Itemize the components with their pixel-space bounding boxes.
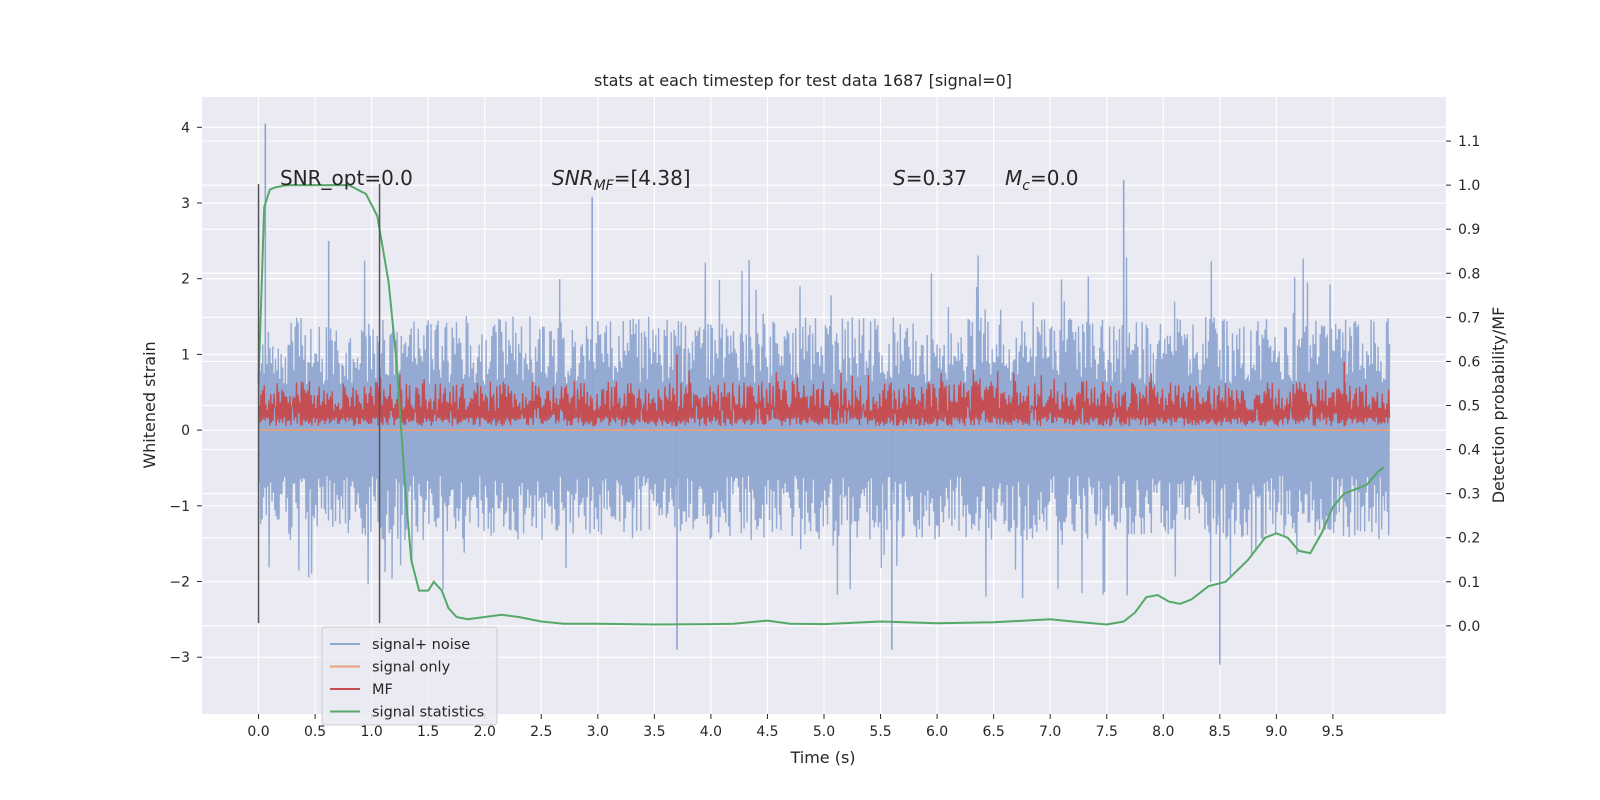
y-tick-label: −3: [169, 650, 190, 666]
y-tick-label-right: 0.1: [1458, 575, 1480, 591]
y-tick-label: −2: [169, 575, 190, 591]
x-tick-label: 1.0: [361, 724, 383, 740]
annotation-mc-rest: =0.0: [1030, 166, 1079, 190]
x-tick-label: 5.5: [869, 724, 891, 740]
legend-label: signal only: [372, 660, 451, 676]
x-tick-label: 8.5: [1209, 724, 1231, 740]
y-tick-label-right: 0.9: [1458, 222, 1480, 238]
annotation-snr-opt: SNR_opt=0.0: [280, 166, 413, 190]
vertical-markers: [257, 184, 381, 624]
legend-items: signal+ noise signal only MF signal statist…: [330, 637, 484, 721]
legend: signal+ noise signal only MF signal statist…: [321, 626, 498, 726]
y-tick-label-right: 0.5: [1458, 399, 1480, 415]
annotation-s: S=0.37: [893, 166, 967, 190]
series-mf: [257, 354, 1391, 427]
annotation-snr-mf-sub: MF: [594, 178, 615, 194]
y-tick-label: −1: [169, 499, 190, 515]
x-tick-label: 3.0: [587, 724, 609, 740]
legend-label: signal statistics: [372, 705, 484, 721]
x-axis-label: Time (s): [789, 748, 855, 767]
x-tick-label: 8.0: [1152, 724, 1174, 740]
x-tick-label: 5.0: [813, 724, 835, 740]
left-y-ticks: −3 −2 −1 0 1 2 3 4: [169, 120, 202, 666]
annotation-snr-mf: SNRMF=[4.38]: [552, 166, 691, 194]
annotation-mc: Mc=0.0: [1005, 166, 1079, 194]
legend-box: [321, 626, 498, 726]
x-tick-label: 6.5: [983, 724, 1005, 740]
legend-label: MF: [372, 682, 393, 698]
mf-line: [257, 369, 1391, 427]
annotation-mc-sub: c: [1022, 178, 1030, 194]
y-tick-label: 1: [181, 347, 190, 363]
annotation-snr-mf-main: SNR: [552, 166, 594, 190]
y-tick-label-right: 0.0: [1458, 619, 1480, 635]
annotation-s-value: =0.37: [906, 166, 967, 190]
y-tick-label: 0: [181, 423, 190, 439]
y-tick-label: 4: [181, 120, 190, 136]
y-tick-label-right: 0.3: [1458, 487, 1480, 503]
y-axis-label-right: Detection probability/MF: [1489, 307, 1508, 504]
x-tick-label: 3.5: [643, 724, 665, 740]
x-tick-label: 4.5: [756, 724, 778, 740]
y-tick-label-right: 0.6: [1458, 354, 1480, 370]
signal-noise-line: [257, 255, 1391, 599]
y-tick-label: 3: [181, 196, 190, 212]
y-tick-label-right: 1.0: [1458, 178, 1480, 194]
right-y-ticks: 0.0 0.1 0.2 0.3 0.4 0.5 0.6 0.7 0.8 0.9 1.0 1.1: [1446, 134, 1480, 635]
series-signal-statistics: [257, 184, 1385, 626]
x-tick-label: 2.0: [474, 724, 496, 740]
y-tick-label-right: 0.7: [1458, 310, 1480, 326]
x-tick-label: 6.0: [926, 724, 948, 740]
x-tick-label: 7.0: [1039, 724, 1061, 740]
signal-statistics-line: [257, 184, 1385, 626]
x-tick-label: 9.0: [1265, 724, 1287, 740]
y-tick-label-right: 1.1: [1458, 134, 1480, 150]
annotation-s-letter: S: [893, 166, 906, 190]
annotation-snr-mf-rest: =[4.38]: [614, 166, 691, 190]
annotation-mc-main: M: [1005, 166, 1022, 190]
x-tick-label: 2.5: [530, 724, 552, 740]
x-tick-label: 0.5: [304, 724, 326, 740]
y-tick-label-right: 0.2: [1458, 531, 1480, 547]
x-tick-label: 1.5: [417, 724, 439, 740]
series-signal-noise: [257, 123, 1391, 665]
x-tick-label: 9.5: [1322, 724, 1344, 740]
y-tick-label-right: 0.8: [1458, 266, 1480, 282]
legend-label: signal+ noise: [372, 637, 470, 653]
x-tick-label: 4.0: [700, 724, 722, 740]
y-axis-label-left: Whitened strain: [140, 341, 159, 468]
chart-title: stats at each timestep for test data 168…: [594, 71, 1012, 90]
y-tick-label: 2: [181, 272, 190, 288]
y-tick-label-right: 0.4: [1458, 443, 1480, 459]
x-ticks: 0.0 0.5 1.0 1.5 2.0 2.5 3.0 3.5 4.0 4.5 5.0 5.5 6.0 6…: [247, 714, 1344, 740]
x-tick-label: 0.0: [247, 724, 269, 740]
x-tick-label: 7.5: [1096, 724, 1118, 740]
